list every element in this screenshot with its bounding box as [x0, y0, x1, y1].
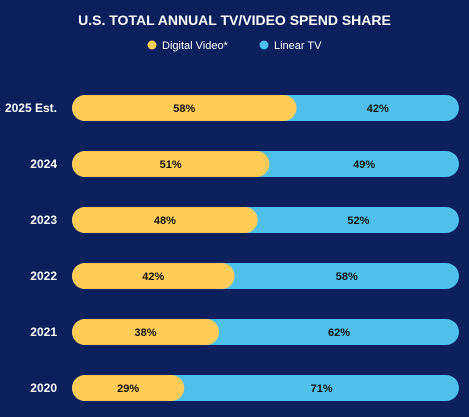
bar-segment-digital-video: [72, 95, 297, 121]
bar-segment-digital-video: [72, 375, 185, 401]
value-label-digital-video: 42%: [142, 271, 164, 283]
bar-segment-digital-video: [72, 319, 220, 345]
value-label-linear-tv: 58%: [336, 271, 358, 283]
category-label: 2022: [30, 269, 57, 283]
legend: Digital Video* Linear TV: [147, 40, 322, 52]
category-label: 2020: [30, 381, 57, 395]
category-label: 2025 Est.: [5, 101, 57, 115]
value-label-linear-tv: 52%: [347, 215, 369, 227]
legend-label-digital-video: Digital Video*: [162, 40, 229, 52]
value-label-digital-video: 51%: [160, 159, 182, 171]
value-label-digital-video: 58%: [173, 103, 195, 115]
chart-title: U.S. TOTAL ANNUAL TV/VIDEO SPEND SHARE: [78, 12, 391, 28]
value-label-digital-video: 38%: [135, 327, 157, 339]
value-label-linear-tv: 42%: [367, 103, 389, 115]
value-label-linear-tv: 62%: [328, 327, 350, 339]
bar-segment-digital-video: [72, 207, 258, 233]
category-label: 2024: [30, 157, 57, 171]
legend-swatch-digital-video: [147, 40, 157, 50]
value-label-digital-video: 48%: [154, 215, 176, 227]
bar-segment-digital-video: [72, 263, 235, 289]
bar-segment-digital-video: [72, 151, 270, 177]
legend-label-linear-tv: Linear TV: [274, 40, 322, 52]
category-label: 2023: [30, 213, 57, 227]
legend-swatch-linear-tv: [259, 40, 269, 50]
value-label-linear-tv: 71%: [311, 383, 333, 395]
value-label-linear-tv: 49%: [353, 159, 375, 171]
category-label: 2021: [30, 325, 57, 339]
bars-group: 2025 Est. 58% 42% 2024 51% 49% 2023 48% 52% 2022 4…: [5, 95, 459, 401]
value-label-digital-video: 29%: [117, 383, 139, 395]
